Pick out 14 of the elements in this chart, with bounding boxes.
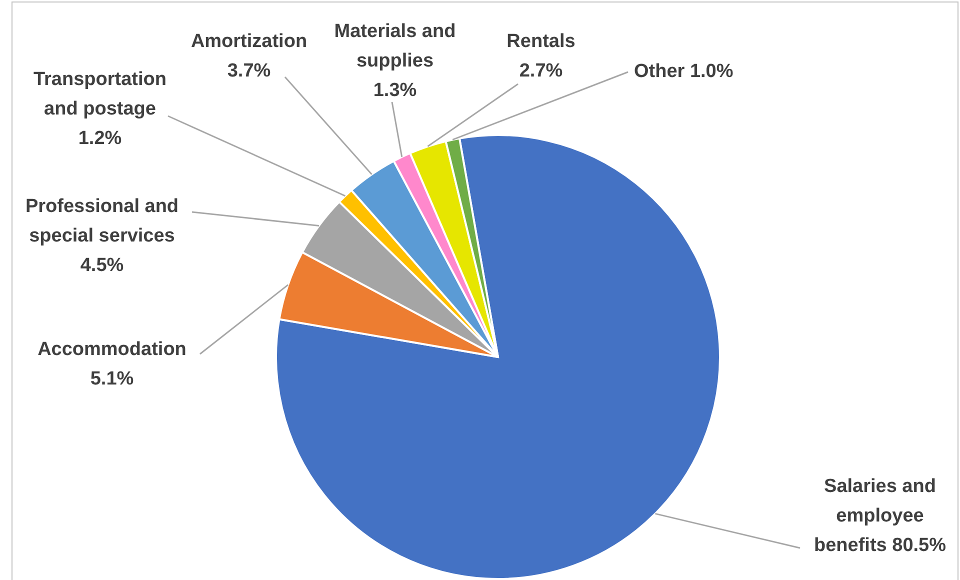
slice-label: Accommodation — [38, 339, 186, 360]
slice-label: Salaries and employee benefits 80.5% — [814, 476, 946, 556]
slice-label: Materials and supplies — [334, 21, 456, 72]
slice-label: Other 1.0% — [634, 61, 734, 82]
data-label: 4.5% — [80, 255, 124, 276]
slice-label: Professional and special services — [25, 196, 179, 246]
data-label: 2.7% — [519, 60, 563, 82]
slice-label: Amortization — [190, 31, 308, 52]
data-label: 1.3% — [373, 80, 417, 101]
data-label: 5.1% — [90, 368, 134, 390]
data-label: 1.2% — [78, 128, 122, 149]
slice-label: Transportation and postage — [33, 69, 167, 120]
slice-label: Rentals — [506, 31, 576, 52]
data-label: 3.7% — [227, 60, 271, 82]
